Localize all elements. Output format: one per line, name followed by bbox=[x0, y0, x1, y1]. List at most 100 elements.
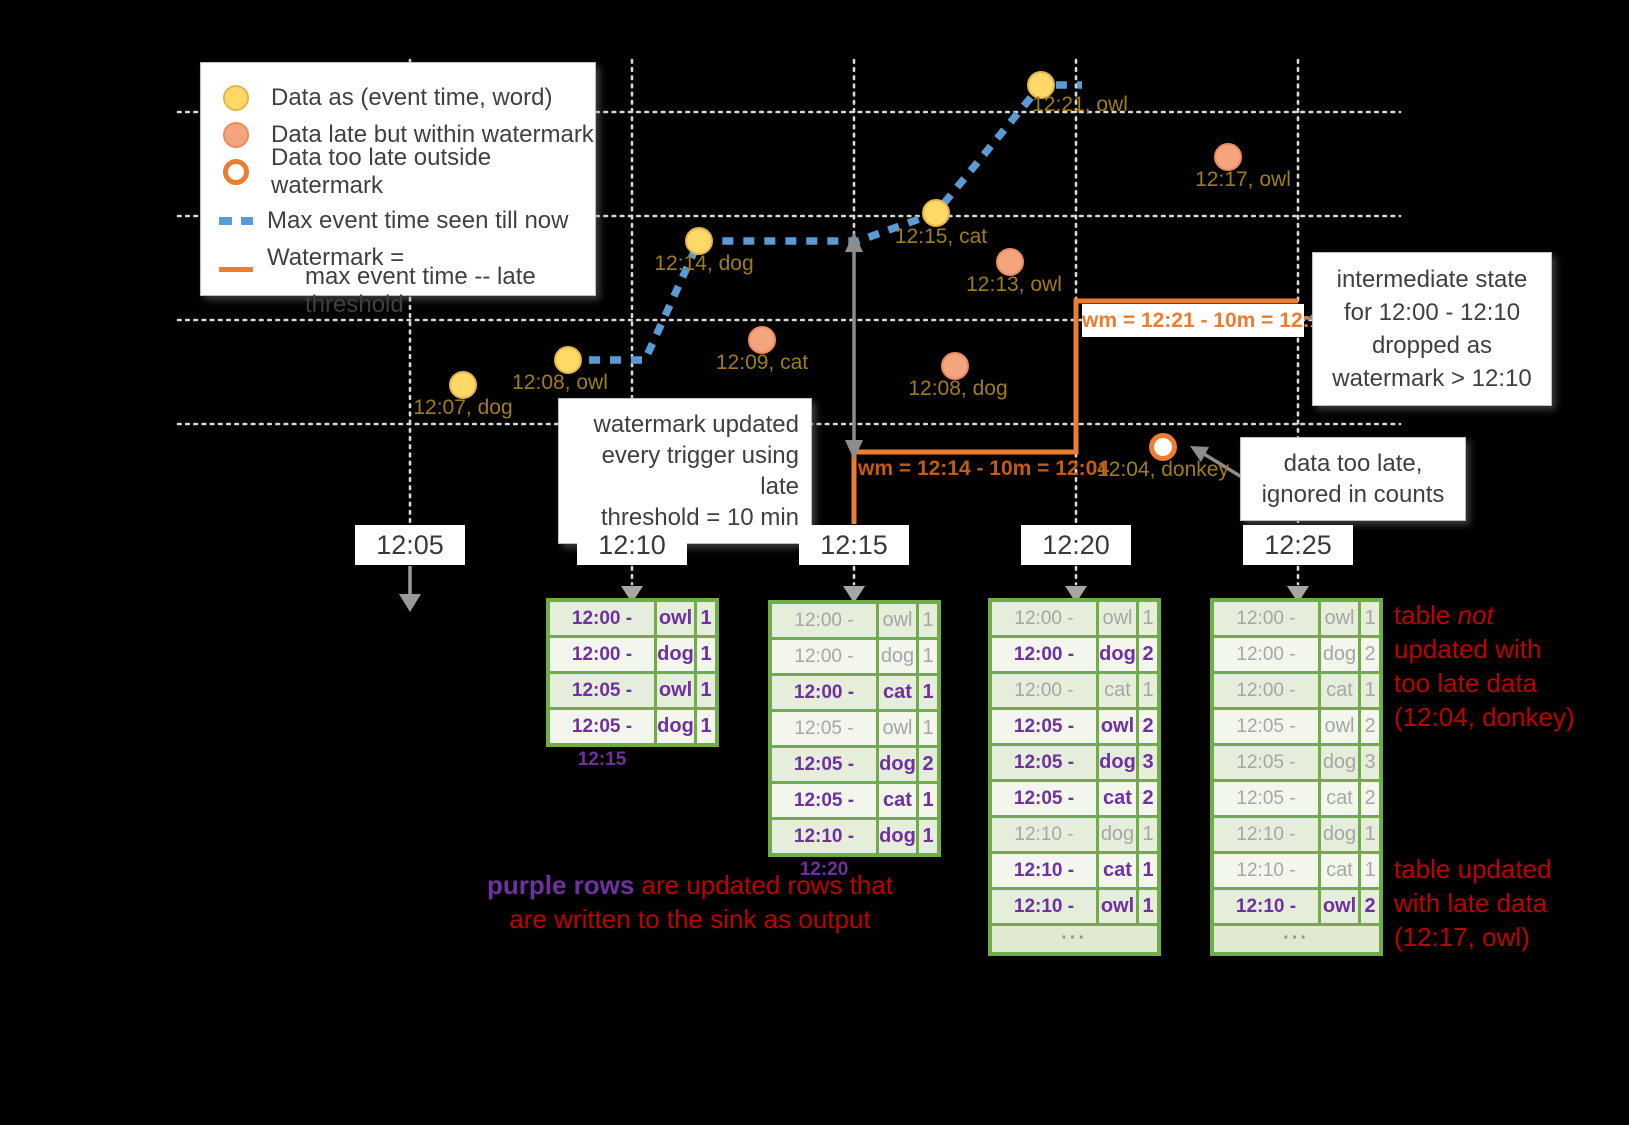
event-dot-late bbox=[996, 248, 1024, 276]
result-row-updated: 12:05 - 12:15cat1 bbox=[772, 784, 937, 844]
result-row-updated: 12:10 - 12:20owl1 bbox=[992, 890, 1157, 950]
watermark-line bbox=[851, 298, 1298, 524]
legend-label: Data too late outside watermark bbox=[271, 143, 492, 199]
result-cell: 12:10 - 12:20 bbox=[992, 854, 1096, 914]
result-row-updated: 12:05 - 12:15dog3 bbox=[992, 746, 1157, 806]
result-row-old: 12:00 - 12:10cat1 bbox=[1214, 674, 1379, 734]
result-row-updated: 12:00 - 12:10owl1 bbox=[550, 602, 715, 662]
result-cell: dog bbox=[1321, 746, 1358, 779]
result-row-updated: 12:05 - 12:15 dog 1 bbox=[550, 710, 715, 770]
result-row-updated: 12:00 - 12:10dog1 bbox=[550, 638, 715, 698]
result-cell: 12:05 - 12:15 bbox=[550, 710, 654, 770]
result-cell: owl bbox=[879, 712, 916, 745]
result-table-12-20: 12:00 - 12:10owl112:00 - 12:10dog212:00 … bbox=[988, 598, 1161, 956]
intermediate-state-note: intermediate state for 12:00 - 12:10 dro… bbox=[1312, 252, 1552, 406]
result-cell: cat bbox=[1099, 674, 1136, 707]
legend-label: Data late but within watermark bbox=[271, 120, 594, 148]
result-row-updated: 12:10 - 12:20 dog 1 bbox=[772, 820, 937, 880]
result-cell: cat bbox=[1099, 854, 1136, 887]
watermark-label-12-11: wm = 12:21 - 10m = 12:11 bbox=[1082, 304, 1332, 337]
result-row-updated: 12:05 - 12:15cat2 bbox=[992, 782, 1157, 842]
result-row-updated: 12:05 - 12:15owl2 bbox=[992, 710, 1157, 770]
more-rows-indicator: ⋯ bbox=[1214, 923, 1379, 952]
event-label: 12:13, owl bbox=[966, 273, 1062, 296]
result-cell: owl bbox=[1321, 602, 1358, 635]
event-dot-late bbox=[1214, 143, 1242, 171]
result-row-old: 12:05 - 12:15owl2 bbox=[1214, 710, 1379, 770]
result-row-old: 12:05 - 12:15owl1 bbox=[772, 712, 937, 772]
result-cell: 12:05 - 12:15 bbox=[1214, 746, 1318, 806]
result-cell: 2 bbox=[1139, 638, 1157, 671]
result-cell: 1 bbox=[1361, 854, 1379, 887]
watermark-gap-arrow bbox=[845, 232, 863, 460]
result-cell: owl bbox=[1099, 710, 1136, 743]
trigger-time-12-25: 12:25 bbox=[1243, 525, 1353, 565]
too-late-dot-icon bbox=[223, 158, 249, 185]
result-cell: cat bbox=[879, 676, 916, 709]
result-cell: 12:10 - 12:20 bbox=[772, 820, 876, 880]
result-cell: owl bbox=[879, 604, 916, 637]
result-cell: dog bbox=[879, 640, 916, 673]
result-cell: dog bbox=[1099, 818, 1136, 851]
watermark-update-note: watermark updated every trigger using la… bbox=[558, 398, 812, 544]
result-cell: 1 bbox=[697, 674, 715, 707]
result-row-updated: 12:00 - 12:10dog2 bbox=[992, 638, 1157, 698]
result-cell: 12:00 - 12:10 bbox=[550, 602, 654, 662]
too-late-note: data too late, ignored in counts bbox=[1240, 437, 1466, 521]
result-cell: 12:00 - 12:10 bbox=[1214, 674, 1318, 734]
trigger-arrow-12-05 bbox=[399, 566, 421, 612]
result-cell: 2 bbox=[1361, 638, 1379, 671]
result-row-updated: 12:10 - 12:20owl2 bbox=[1214, 890, 1379, 950]
result-cell: dog bbox=[657, 710, 694, 743]
result-cell: 3 bbox=[1361, 746, 1379, 779]
legend-item-continued: max event time -- late threshold bbox=[219, 263, 595, 318]
result-cell: dog bbox=[1321, 638, 1358, 671]
result-cell: 1 bbox=[1139, 890, 1157, 923]
event-label: 12:15, cat bbox=[894, 225, 988, 248]
result-cell: 1 bbox=[1139, 818, 1157, 851]
result-cell: dog bbox=[657, 638, 694, 671]
result-cell: 12:05 - 12:15 bbox=[992, 746, 1096, 806]
trigger-time-12-20: 12:20 bbox=[1021, 525, 1131, 565]
result-cell: 2 bbox=[1361, 890, 1379, 923]
on-time-dot-icon bbox=[223, 84, 249, 111]
result-cell: 12:10 - 12:20 bbox=[1214, 854, 1318, 914]
result-cell: owl bbox=[657, 602, 694, 635]
trigger-time-12-05: 12:05 bbox=[355, 525, 465, 565]
result-cell: 1 bbox=[919, 640, 937, 673]
result-cell: dog bbox=[879, 748, 916, 781]
legend-label: Max event time seen till now bbox=[267, 206, 569, 234]
event-label: 12:17, owl bbox=[1195, 168, 1291, 191]
result-table-12-10: 12:00 - 12:10owl112:00 - 12:10dog112:05 … bbox=[546, 598, 719, 770]
result-cell: 12:05 - 12:15 bbox=[772, 784, 876, 844]
legend-item: Max event time seen till now bbox=[219, 202, 595, 239]
result-cell: cat bbox=[1321, 782, 1358, 815]
event-dot-on-time bbox=[449, 371, 477, 399]
result-cell: 1 bbox=[697, 602, 715, 635]
result-cell: 1 bbox=[919, 784, 937, 817]
result-cell: 12:10 - 12:20 bbox=[992, 818, 1096, 878]
event-dot-late bbox=[941, 352, 969, 380]
result-cell: 12:05 - 12:15 bbox=[772, 748, 876, 808]
result-row-old: 12:00 - 12:10dog2 bbox=[1214, 638, 1379, 698]
result-row-old: 12:00 - 12:10owl1 bbox=[992, 602, 1157, 662]
result-row-updated: 12:05 - 12:15dog2 bbox=[772, 748, 937, 808]
legend-label: max event time -- late threshold bbox=[305, 263, 536, 318]
event-dot-too-late bbox=[1149, 433, 1177, 461]
result-cell: 2 bbox=[1361, 710, 1379, 743]
result-cell: cat bbox=[1099, 782, 1136, 815]
result-cell: owl bbox=[1099, 602, 1136, 635]
trigger-arrowheads bbox=[621, 586, 1309, 603]
result-cell: 1 bbox=[919, 604, 937, 637]
legend-label: Data as (event time, word) bbox=[271, 83, 553, 111]
result-cell: 2 bbox=[919, 748, 937, 781]
result-cell: 12:00 - 12:10 bbox=[772, 676, 876, 736]
result-cell: 12:00 - 12:10 bbox=[772, 640, 876, 700]
result-cell: 1 bbox=[1139, 674, 1157, 707]
event-dot-on-time bbox=[685, 227, 713, 255]
trigger-time-12-10: 12:10 bbox=[577, 525, 687, 565]
result-cell: 1 bbox=[1361, 818, 1379, 851]
result-row-old: 12:00 - 12:10owl1 bbox=[772, 604, 937, 664]
result-cell: 12:00 - 12:10 bbox=[550, 638, 654, 698]
